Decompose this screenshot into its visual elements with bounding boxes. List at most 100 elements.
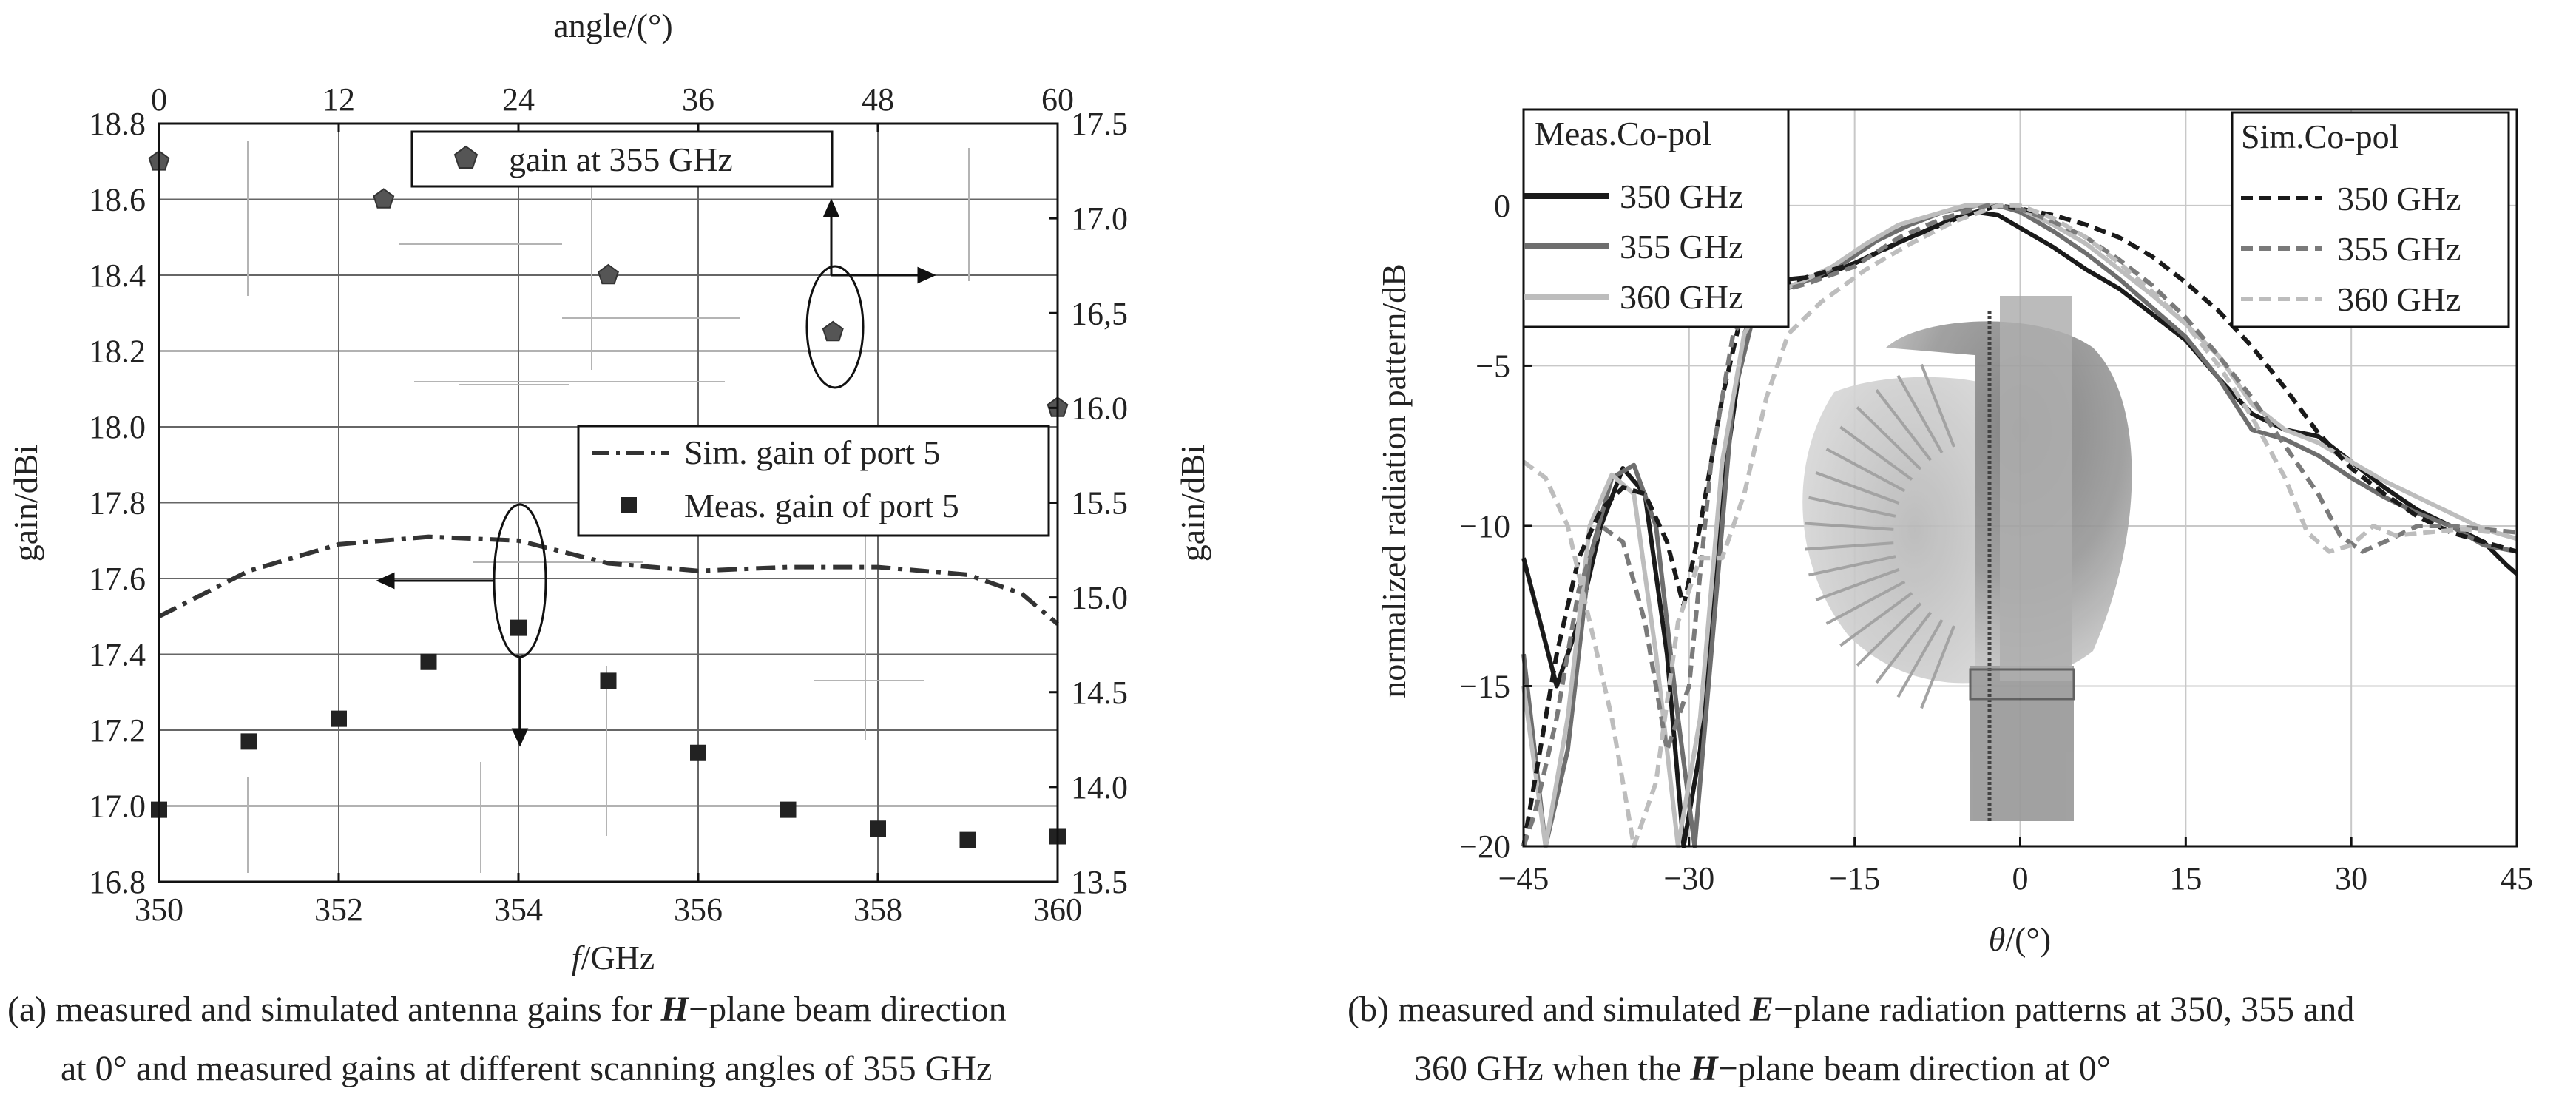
legend-label: 350 GHz xyxy=(2337,180,2461,217)
fan-ridge xyxy=(1815,567,1900,601)
chart-a: 350 352 354 356 358 360 0 12 24 36 48 60 16.8 17.0 17.… xyxy=(7,7,1211,1088)
chart-a-legend-top: gain at 355 GHz xyxy=(410,130,834,188)
legend-label: 355 GHz xyxy=(2337,230,2461,268)
arrowhead-down xyxy=(511,728,529,747)
legend-title-meas: Meas.Co-pol xyxy=(1535,115,1711,152)
x-tick-label: 30 xyxy=(2335,860,2367,897)
meas-gain-point xyxy=(420,653,437,670)
fan-ridge xyxy=(1839,592,1913,647)
y-tick-label: −20 xyxy=(1459,829,1510,865)
inset-fan-shape xyxy=(1802,377,1990,684)
x2-tick-label: 12 xyxy=(322,81,355,118)
legend-box xyxy=(577,425,1050,537)
chart-a-annotations xyxy=(376,198,936,747)
y-left-tick-label: 18.0 xyxy=(89,409,146,445)
x2-tick-label: 60 xyxy=(1041,81,1074,118)
chart-b-x-axis-label: θ/(°) xyxy=(1989,920,2051,958)
legend-title-sim: Sim.Co-pol xyxy=(2241,118,2398,155)
x-tick-label: 358 xyxy=(853,891,902,928)
y-right-tick-label: 13.5 xyxy=(1071,864,1128,900)
chart-b-series xyxy=(1521,203,2518,848)
y-right-tick-label: 15.5 xyxy=(1071,485,1128,522)
legend-label: 355 GHz xyxy=(1620,228,1743,266)
y-tick-label: −5 xyxy=(1475,348,1510,384)
y-tick-label: −10 xyxy=(1459,508,1510,544)
x2-tick-label: 48 xyxy=(862,81,894,118)
chart-a-y-left-label: gain/dBi xyxy=(7,445,44,561)
caption-a-line-2: at 0° and measured gains at different sc… xyxy=(61,1049,992,1088)
y-left-tick-label: 17.8 xyxy=(89,485,146,522)
x-tick-label: 350 xyxy=(135,891,183,928)
meas-gain-point xyxy=(240,733,257,750)
legend-label-meas: Meas. gain of port 5 xyxy=(684,487,959,524)
meas-gain-point xyxy=(690,744,706,761)
inset-port-outline xyxy=(1969,668,2075,701)
legend-label: 350 GHz xyxy=(1620,178,1743,215)
fan-ridge xyxy=(1875,611,1933,684)
legend-label: 360 GHz xyxy=(2337,280,2461,318)
x-tick-label: 352 xyxy=(314,891,363,928)
chart-b-y-axis-label: normalized radiation pattern/dB xyxy=(1375,263,1413,698)
fan-ridge xyxy=(1805,541,1894,551)
chart-a-ticks: 350 352 354 356 358 360 0 12 24 36 48 60 16.8 17.0 17.… xyxy=(89,81,1128,928)
inset-fan-ridges xyxy=(1805,363,1955,709)
x-tick-label: 354 xyxy=(494,891,543,928)
caption-b-line-1: (b) measured and simulated E−plane radia… xyxy=(1348,990,2354,1029)
x-tick-label: −45 xyxy=(1498,860,1549,897)
angle-gain-point xyxy=(598,263,619,285)
caption-b-line-2: 360 GHz when the H−plane beam direction … xyxy=(1414,1049,2111,1088)
legend-label-sim: Sim. gain of port 5 xyxy=(684,433,940,471)
legend-box xyxy=(1522,108,1790,328)
meas-gain-point xyxy=(600,672,617,689)
inset-feed-bar xyxy=(2000,296,2072,681)
x-tick-label: 45 xyxy=(2501,860,2533,897)
y-left-tick-label: 18.8 xyxy=(89,106,146,142)
chart-b-legend-meas: Meas.Co-pol 350 GHz 355 GHz 360 GHz xyxy=(1522,108,1790,328)
sim-355-ghz-line xyxy=(1521,203,2518,847)
x-tick-label: 0 xyxy=(2012,860,2029,897)
x-tick-label: 360 xyxy=(1033,891,1082,928)
inset-feed-block xyxy=(1970,666,2074,821)
x-tick-label: 356 xyxy=(674,891,723,928)
x2-tick-label: 24 xyxy=(502,81,535,118)
y-tick-label: 0 xyxy=(1494,188,1510,224)
fan-ridge xyxy=(1896,619,1944,698)
x-tick-label: −30 xyxy=(1663,860,1714,897)
arrowhead-up xyxy=(822,198,840,217)
fan-ridge xyxy=(1805,522,1894,531)
sim-350-ghz-line xyxy=(1521,203,2518,847)
antenna-inset-image xyxy=(1802,296,2132,821)
chart-b-legend-sim: Sim.Co-pol 350 GHz 355 GHz 360 GHz xyxy=(2231,111,2510,328)
sim-gain-line xyxy=(158,534,1059,626)
x-tick-label: 15 xyxy=(2169,860,2202,897)
y-left-tick-label: 17.6 xyxy=(89,561,146,597)
meas-gain-point xyxy=(959,831,976,848)
angle-gain-point xyxy=(822,320,844,342)
chart-a-x-axis-label: f/GHz xyxy=(572,939,655,976)
arrowhead-left xyxy=(376,572,395,590)
fan-ridge xyxy=(1920,363,1955,448)
fan-ridge xyxy=(1920,625,1955,709)
y-right-tick-label: 17.5 xyxy=(1071,106,1128,142)
y-right-tick-label: 16,5 xyxy=(1071,295,1128,331)
legend-box xyxy=(410,130,834,188)
chart-a-y-right-label: gain/dBi xyxy=(1174,445,1211,561)
chart-b-ticks: −45 −30 −15 0 15 30 45 −20 −15 −10 −5 0 xyxy=(1459,188,2533,897)
annotation-ellipse-top xyxy=(805,265,865,389)
caption-a-line-1: (a) measured and simulated antenna gains… xyxy=(7,990,1007,1029)
y-tick-label: −15 xyxy=(1459,668,1510,704)
fan-ridge xyxy=(1896,374,1944,453)
y-right-tick-label: 14.0 xyxy=(1071,769,1128,806)
y-right-tick-label: 16.0 xyxy=(1071,390,1128,426)
meas-gain-point xyxy=(780,801,797,818)
fan-ridge xyxy=(1808,555,1896,577)
fan-ridge xyxy=(1808,496,1896,518)
y-left-tick-label: 18.2 xyxy=(89,334,146,370)
fan-ridge xyxy=(1856,406,1922,470)
square-marker-icon xyxy=(621,497,637,513)
x2-tick-label: 0 xyxy=(151,81,167,118)
fan-ridge xyxy=(1839,425,1913,481)
meas-gain-point xyxy=(331,710,347,727)
arrowhead-right xyxy=(917,266,936,284)
x2-tick-label: 36 xyxy=(682,81,714,118)
